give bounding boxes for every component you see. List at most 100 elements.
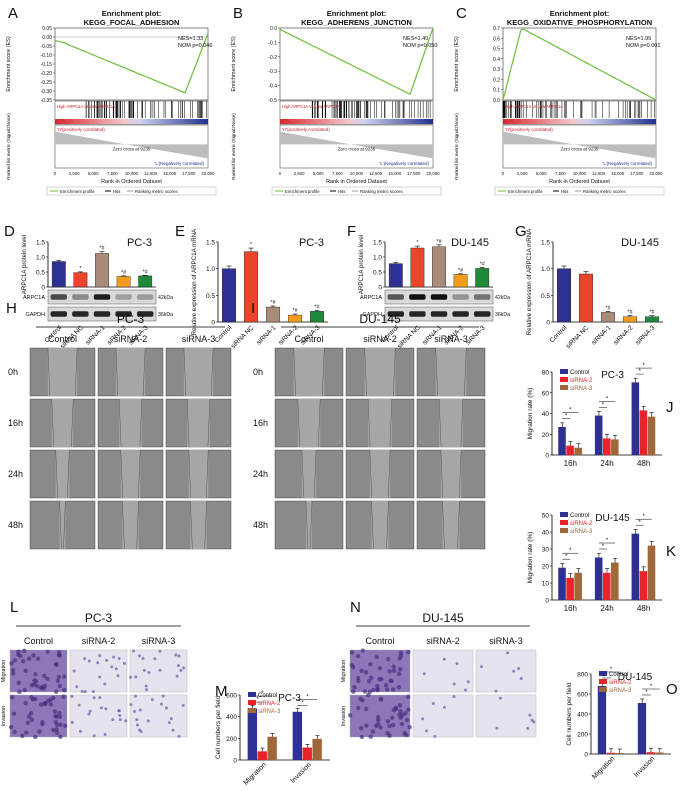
- wound-edge: [118, 398, 122, 448]
- wound-gap: [119, 399, 142, 447]
- stained-cell: [398, 709, 403, 714]
- x-tick-label: 17,500: [630, 171, 644, 176]
- bar: [221, 268, 237, 323]
- stained-cell: [358, 726, 364, 731]
- zero-cross-label: Zero cross at 9235: [113, 146, 151, 151]
- bar: [647, 416, 656, 455]
- wound-gap: [439, 399, 463, 447]
- legend-entry: Hits: [561, 189, 568, 194]
- stained-cell: [42, 700, 48, 706]
- plot-title: Enrichment plot:: [550, 9, 610, 18]
- wound-edge: [458, 449, 462, 499]
- significance-mark: *: [606, 396, 609, 402]
- wound-edge: [204, 500, 207, 550]
- stained-cell: [20, 733, 25, 739]
- bar: [606, 752, 615, 754]
- significance-mark: *: [650, 684, 653, 690]
- positive-label: 'H'(positively correlated): [505, 127, 553, 132]
- x-tick-label: 15,000: [163, 171, 177, 176]
- blot-band: [93, 294, 111, 300]
- panel-letter: G: [515, 223, 527, 240]
- stained-cell: [144, 684, 148, 688]
- micrograph-image: [412, 694, 474, 738]
- bar: [597, 686, 607, 754]
- stained-cell: [356, 678, 361, 684]
- row-label: Invasion: [341, 706, 347, 727]
- stained-cell: [147, 671, 151, 675]
- es-plot-frame: [502, 27, 657, 101]
- y-tick-label: 800: [577, 672, 588, 679]
- wound-edge: [386, 500, 389, 550]
- stained-cell: [495, 726, 499, 730]
- stained-cell: [32, 678, 37, 683]
- stained-cell: [396, 671, 402, 677]
- stained-cell: [12, 658, 18, 663]
- stained-cell: [9, 661, 14, 666]
- wound-edge: [120, 449, 123, 499]
- wound-gap: [190, 501, 207, 549]
- stained-cell: [28, 710, 34, 716]
- stained-cell: [24, 730, 29, 735]
- stained-cell: [352, 684, 357, 690]
- gsea-panel-C: C Enrichment plot:KEGG_OXIDATIVE_PHOSPHOR…: [454, 5, 665, 196]
- bar: [287, 314, 303, 323]
- wound-gap: [55, 450, 70, 498]
- micrograph-title: PC-3: [117, 312, 145, 326]
- stained-cell: [390, 687, 396, 692]
- wound-edge: [139, 398, 143, 448]
- stained-cell: [62, 723, 68, 729]
- stained-cell: [98, 654, 102, 658]
- y-tick-label: -0.3: [268, 69, 277, 75]
- y-tick-label: 20: [542, 564, 550, 571]
- panel-letter: J: [666, 399, 674, 416]
- blot-band: [452, 294, 469, 300]
- legend-entry: siRNA-3: [609, 688, 632, 694]
- wound-edge: [207, 398, 211, 448]
- bar: [639, 410, 648, 455]
- stained-cell: [51, 727, 56, 733]
- y-tick-label: 0: [233, 758, 237, 765]
- stained-cell: [16, 649, 21, 654]
- panel-letter: A: [8, 5, 18, 22]
- column-label: siRNA-2: [426, 636, 460, 646]
- y-tick-label: 50: [542, 513, 550, 520]
- stained-cell: [399, 721, 405, 727]
- row-label: 48h: [8, 520, 23, 530]
- stained-cell: [479, 665, 483, 669]
- x-tick-label: siRNA-3: [465, 324, 487, 346]
- stained-cell: [176, 664, 180, 668]
- significance-mark: *: [301, 700, 304, 706]
- y-tick-label: 0.0: [493, 98, 500, 104]
- bar: [116, 276, 131, 288]
- bar: [475, 268, 490, 288]
- legend-swatch: [560, 377, 568, 382]
- stained-cell: [57, 710, 62, 716]
- stained-cell: [167, 721, 171, 725]
- stained-cell: [35, 684, 40, 689]
- axis-label: Relative expression of ARPC1A mRNA: [191, 228, 198, 335]
- legend-entry: siRNA-3: [570, 529, 593, 535]
- bar-chart-D: 0 0.5 1.0 1.5 ARPC1A protein level PC-3 * *# *# *…: [21, 235, 173, 350]
- legend-swatch: [560, 512, 568, 517]
- x-tick-label: Invasion: [633, 755, 656, 778]
- x-tick-label: 16h: [564, 459, 577, 468]
- axis-label: ARPC1A protein level: [21, 235, 28, 295]
- stained-cell: [33, 672, 38, 677]
- stained-cell: [136, 723, 140, 727]
- stained-cell: [55, 678, 61, 684]
- wound-gap: [440, 450, 462, 498]
- bar: [639, 571, 648, 600]
- x-tick-label: 10,000: [350, 171, 364, 176]
- kda-label: 42kDa: [495, 295, 510, 301]
- x-tick-label: 7,500: [332, 171, 343, 176]
- panel-letter: O: [666, 681, 678, 698]
- stained-cell: [45, 649, 50, 655]
- stained-cell: [374, 683, 380, 689]
- bar: [566, 445, 574, 455]
- bar: [558, 426, 566, 455]
- stained-cell: [138, 708, 142, 712]
- legend-swatch: [248, 692, 256, 697]
- bar: [312, 738, 322, 760]
- stained-cell: [83, 690, 87, 694]
